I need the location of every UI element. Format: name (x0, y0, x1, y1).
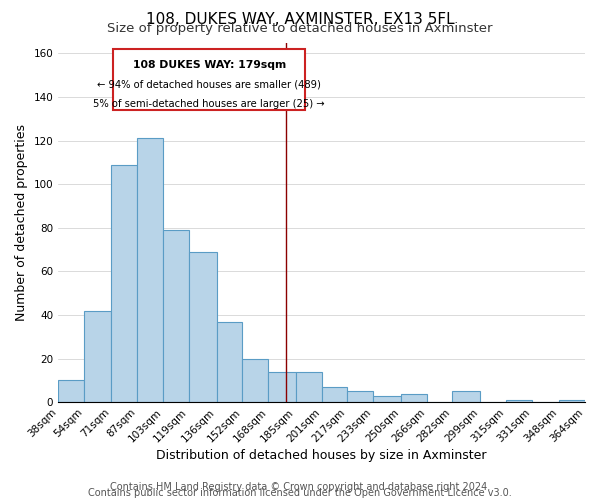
Bar (322, 387, 347, 402)
Bar (242, 358, 268, 402)
Text: 108, DUKES WAY, AXMINSTER, EX13 5FL: 108, DUKES WAY, AXMINSTER, EX13 5FL (146, 12, 454, 26)
Bar (559, 400, 585, 402)
Text: ← 94% of detached houses are smaller (489): ← 94% of detached houses are smaller (48… (97, 80, 321, 90)
Bar (58, 380, 84, 402)
Bar (506, 400, 532, 402)
Bar (268, 372, 296, 402)
Bar (189, 252, 217, 402)
Text: Contains public sector information licensed under the Open Government Licence v3: Contains public sector information licen… (88, 488, 512, 498)
Bar (373, 396, 401, 402)
Text: Size of property relative to detached houses in Axminster: Size of property relative to detached ho… (107, 22, 493, 35)
Bar (452, 392, 480, 402)
FancyBboxPatch shape (113, 49, 305, 110)
Y-axis label: Number of detached properties: Number of detached properties (15, 124, 28, 321)
Text: Contains HM Land Registry data © Crown copyright and database right 2024.: Contains HM Land Registry data © Crown c… (110, 482, 490, 492)
Text: 108 DUKES WAY: 179sqm: 108 DUKES WAY: 179sqm (133, 60, 286, 70)
Text: 5% of semi-detached houses are larger (25) →: 5% of semi-detached houses are larger (2… (94, 99, 325, 109)
Bar (84, 310, 112, 402)
Bar (137, 138, 163, 402)
Bar (163, 230, 189, 402)
Bar (217, 322, 242, 402)
Bar (296, 372, 322, 402)
Bar (347, 392, 373, 402)
Bar (401, 394, 427, 402)
X-axis label: Distribution of detached houses by size in Axminster: Distribution of detached houses by size … (157, 450, 487, 462)
Bar (112, 164, 137, 402)
